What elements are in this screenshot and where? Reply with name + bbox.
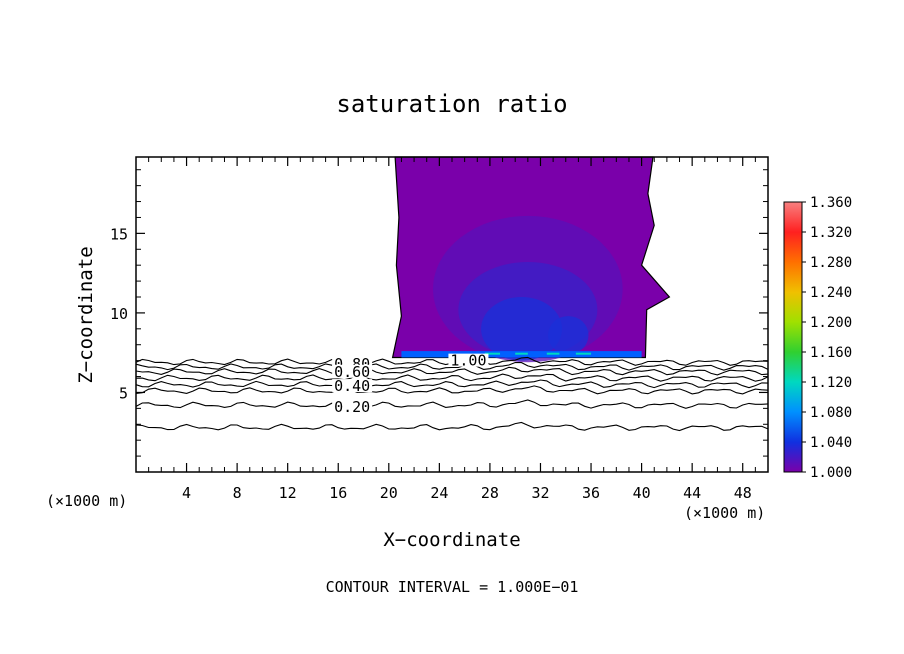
- colorbar-label: 1.000: [810, 465, 852, 481]
- cloud-base-highlight-3: [575, 352, 592, 355]
- contour-line-2: [135, 366, 769, 376]
- contour-label: 0.60: [334, 363, 370, 381]
- cloud-base-highlight-2: [546, 352, 560, 355]
- y-axis-ticks: 5 10 15: [110, 169, 768, 457]
- cloud-shading-2: [481, 297, 562, 361]
- x-axis-ticks: 4 8 12 16 20 24 28 32 36 40 44 48: [148, 157, 756, 502]
- x-tick-label: 32: [531, 484, 549, 502]
- contour-label-bg: [332, 399, 373, 413]
- colorbar-label: 1.360: [810, 195, 852, 211]
- contour-label-bg: [332, 364, 373, 378]
- contour-label-bg: [448, 353, 489, 367]
- x-unit-left: (×1000 m): [46, 492, 127, 510]
- colorbar-label: 1.240: [810, 285, 852, 301]
- x-tick-label: 16: [329, 484, 347, 502]
- contour-line-3: [135, 373, 769, 382]
- x-tick-label: 48: [734, 484, 752, 502]
- y-axis-label: Z−coordinate: [75, 246, 97, 383]
- x-axis-label: X−coordinate: [383, 529, 520, 551]
- contour-labels: 1.000.800.600.400.20: [332, 352, 489, 416]
- colorbar-label: 1.160: [810, 345, 852, 361]
- y-tick-label: 15: [110, 225, 128, 243]
- colorbar-gradient: [783, 201, 803, 473]
- y-tick-label: 10: [110, 305, 128, 323]
- x-tick-label: 20: [380, 484, 398, 502]
- colorbar-label: 1.040: [810, 435, 852, 451]
- x-tick-label: 36: [582, 484, 600, 502]
- cloud-base-highlight-1: [515, 352, 528, 355]
- x-tick-label: 24: [430, 484, 448, 502]
- colorbar: 1.360 1.320 1.280 1.240 1.200 1.160 1.120 1.080…: [783, 195, 852, 481]
- x-tick-label: 40: [633, 484, 651, 502]
- contour-line-5: [135, 385, 769, 395]
- cloud-fill: [391, 156, 671, 363]
- contour-interval-footer: CONTOUR INTERVAL = 1.000E−01: [326, 578, 579, 596]
- x-tick-label: 4: [182, 484, 191, 502]
- colorbar-label: 1.280: [810, 255, 852, 271]
- y-tick-label: 5: [119, 384, 128, 402]
- contour-label: 0.40: [334, 377, 370, 395]
- colorbar-label: 1.320: [810, 225, 852, 241]
- colorbar-label: 1.200: [810, 315, 852, 331]
- x-tick-label: 44: [683, 484, 701, 502]
- contour-label: 0.20: [334, 398, 370, 416]
- contour-line-1: [135, 361, 769, 371]
- chart-title: saturation ratio: [336, 90, 567, 118]
- x-tick-label: 12: [279, 484, 297, 502]
- cloud-base-highlight-0: [484, 352, 501, 355]
- colorbar-label: 1.120: [810, 375, 852, 391]
- contour-lines: [135, 356, 769, 432]
- cloud-shading-3: [548, 316, 589, 355]
- x-tick-label: 28: [481, 484, 499, 502]
- contour-label-bg: [332, 379, 373, 393]
- contour-line-4: [135, 379, 769, 389]
- x-tick-label: 8: [233, 484, 242, 502]
- contour-line-7: [135, 421, 769, 432]
- contour-line-6: [135, 399, 769, 409]
- contour-label: 1.00: [450, 352, 486, 370]
- colorbar-label: 1.080: [810, 405, 852, 421]
- x-unit-right: (×1000 m): [684, 504, 765, 522]
